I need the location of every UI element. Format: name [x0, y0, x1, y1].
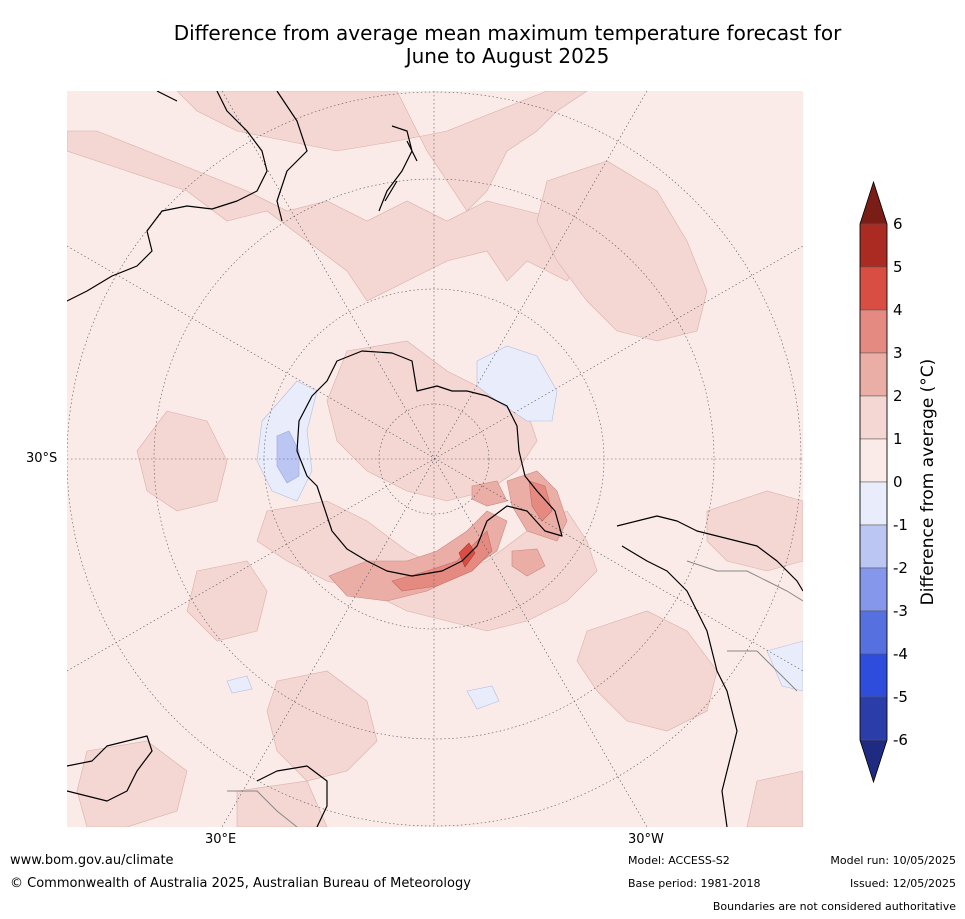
colorbar-band — [859, 266, 888, 311]
coastline-south-america — [616, 515, 803, 827]
colorbar-band — [859, 223, 888, 268]
colorbar-band — [859, 352, 888, 397]
colorbar-band — [859, 395, 888, 440]
colorbar-band — [859, 610, 888, 655]
coastline-new-zealand — [378, 125, 418, 212]
coastlines — [67, 91, 803, 827]
footer-issued: Issued: 12/05/2025 — [849, 877, 956, 890]
title-line-2: June to August 2025 — [405, 44, 610, 68]
colorbar-tick-label: 6 — [893, 215, 903, 233]
title-line-1: Difference from average mean maximum tem… — [173, 21, 842, 45]
colorbar-bands — [859, 180, 888, 784]
map-canvas — [67, 91, 803, 827]
anomaly-band-4-5 — [458, 542, 476, 568]
coastline-southern-africa — [67, 735, 328, 827]
footer-copyright: © Commonwealth of Australia 2025, Austra… — [10, 876, 471, 891]
colorbar-tick-label: -3 — [893, 602, 908, 620]
colorbar-extend-upper — [859, 181, 888, 225]
colorbar-title: Difference from average (°C) — [918, 358, 938, 606]
graticule — [67, 91, 803, 827]
longitude-label-30w: 30°W — [628, 832, 664, 847]
colorbar-tick-label: -6 — [893, 731, 908, 749]
footer-base-period: Base period: 1981-2018 — [628, 877, 761, 890]
colorbar-band — [859, 309, 888, 354]
anomaly-band-neg2-neg1 — [276, 430, 300, 484]
colorbar-band — [859, 653, 888, 698]
longitude-label-30e: 30°E — [205, 832, 237, 847]
country-boundaries — [227, 560, 803, 827]
colorbar-band — [859, 696, 888, 741]
colorbar-tick-label: 3 — [893, 344, 903, 362]
colorbar-tick-label: -4 — [893, 645, 908, 663]
colorbar-tick-label: -1 — [893, 516, 908, 534]
colorbar-tick-label: 1 — [893, 430, 903, 448]
footer-website[interactable]: www.bom.gov.au/climate — [10, 853, 174, 868]
colorbar-band — [859, 481, 888, 526]
coastline-antarctica — [296, 350, 563, 577]
polar-map[interactable] — [67, 91, 803, 827]
latitude-label-30s: 30°S — [26, 451, 58, 466]
colorbar-tick-label: -2 — [893, 559, 908, 577]
colorbar-band — [859, 567, 888, 612]
footer-model-run: Model run: 10/05/2025 — [830, 854, 956, 867]
colorbar-extend-lower — [859, 739, 888, 783]
colorbar-tick-label: -5 — [893, 688, 908, 706]
colorbar-tick-label: 2 — [893, 387, 903, 405]
chart-title: Difference from average mean maximum tem… — [60, 22, 955, 68]
anomaly-band-3-4 — [391, 480, 553, 592]
colorbar-tick-label: 4 — [893, 301, 903, 319]
footer-model: Model: ACCESS-S2 — [628, 854, 730, 867]
footer-disclaimer: Boundaries are not considered authoritat… — [712, 900, 956, 913]
anomaly-band-1-2 — [67, 91, 803, 827]
coastline-australia — [67, 91, 308, 302]
colorbar-band — [859, 524, 888, 569]
colorbar-outline — [859, 180, 888, 784]
colorbar-band — [859, 438, 888, 483]
colorbar-tick-label: 0 — [893, 473, 903, 491]
colorbar-tick-label: 5 — [893, 258, 903, 276]
